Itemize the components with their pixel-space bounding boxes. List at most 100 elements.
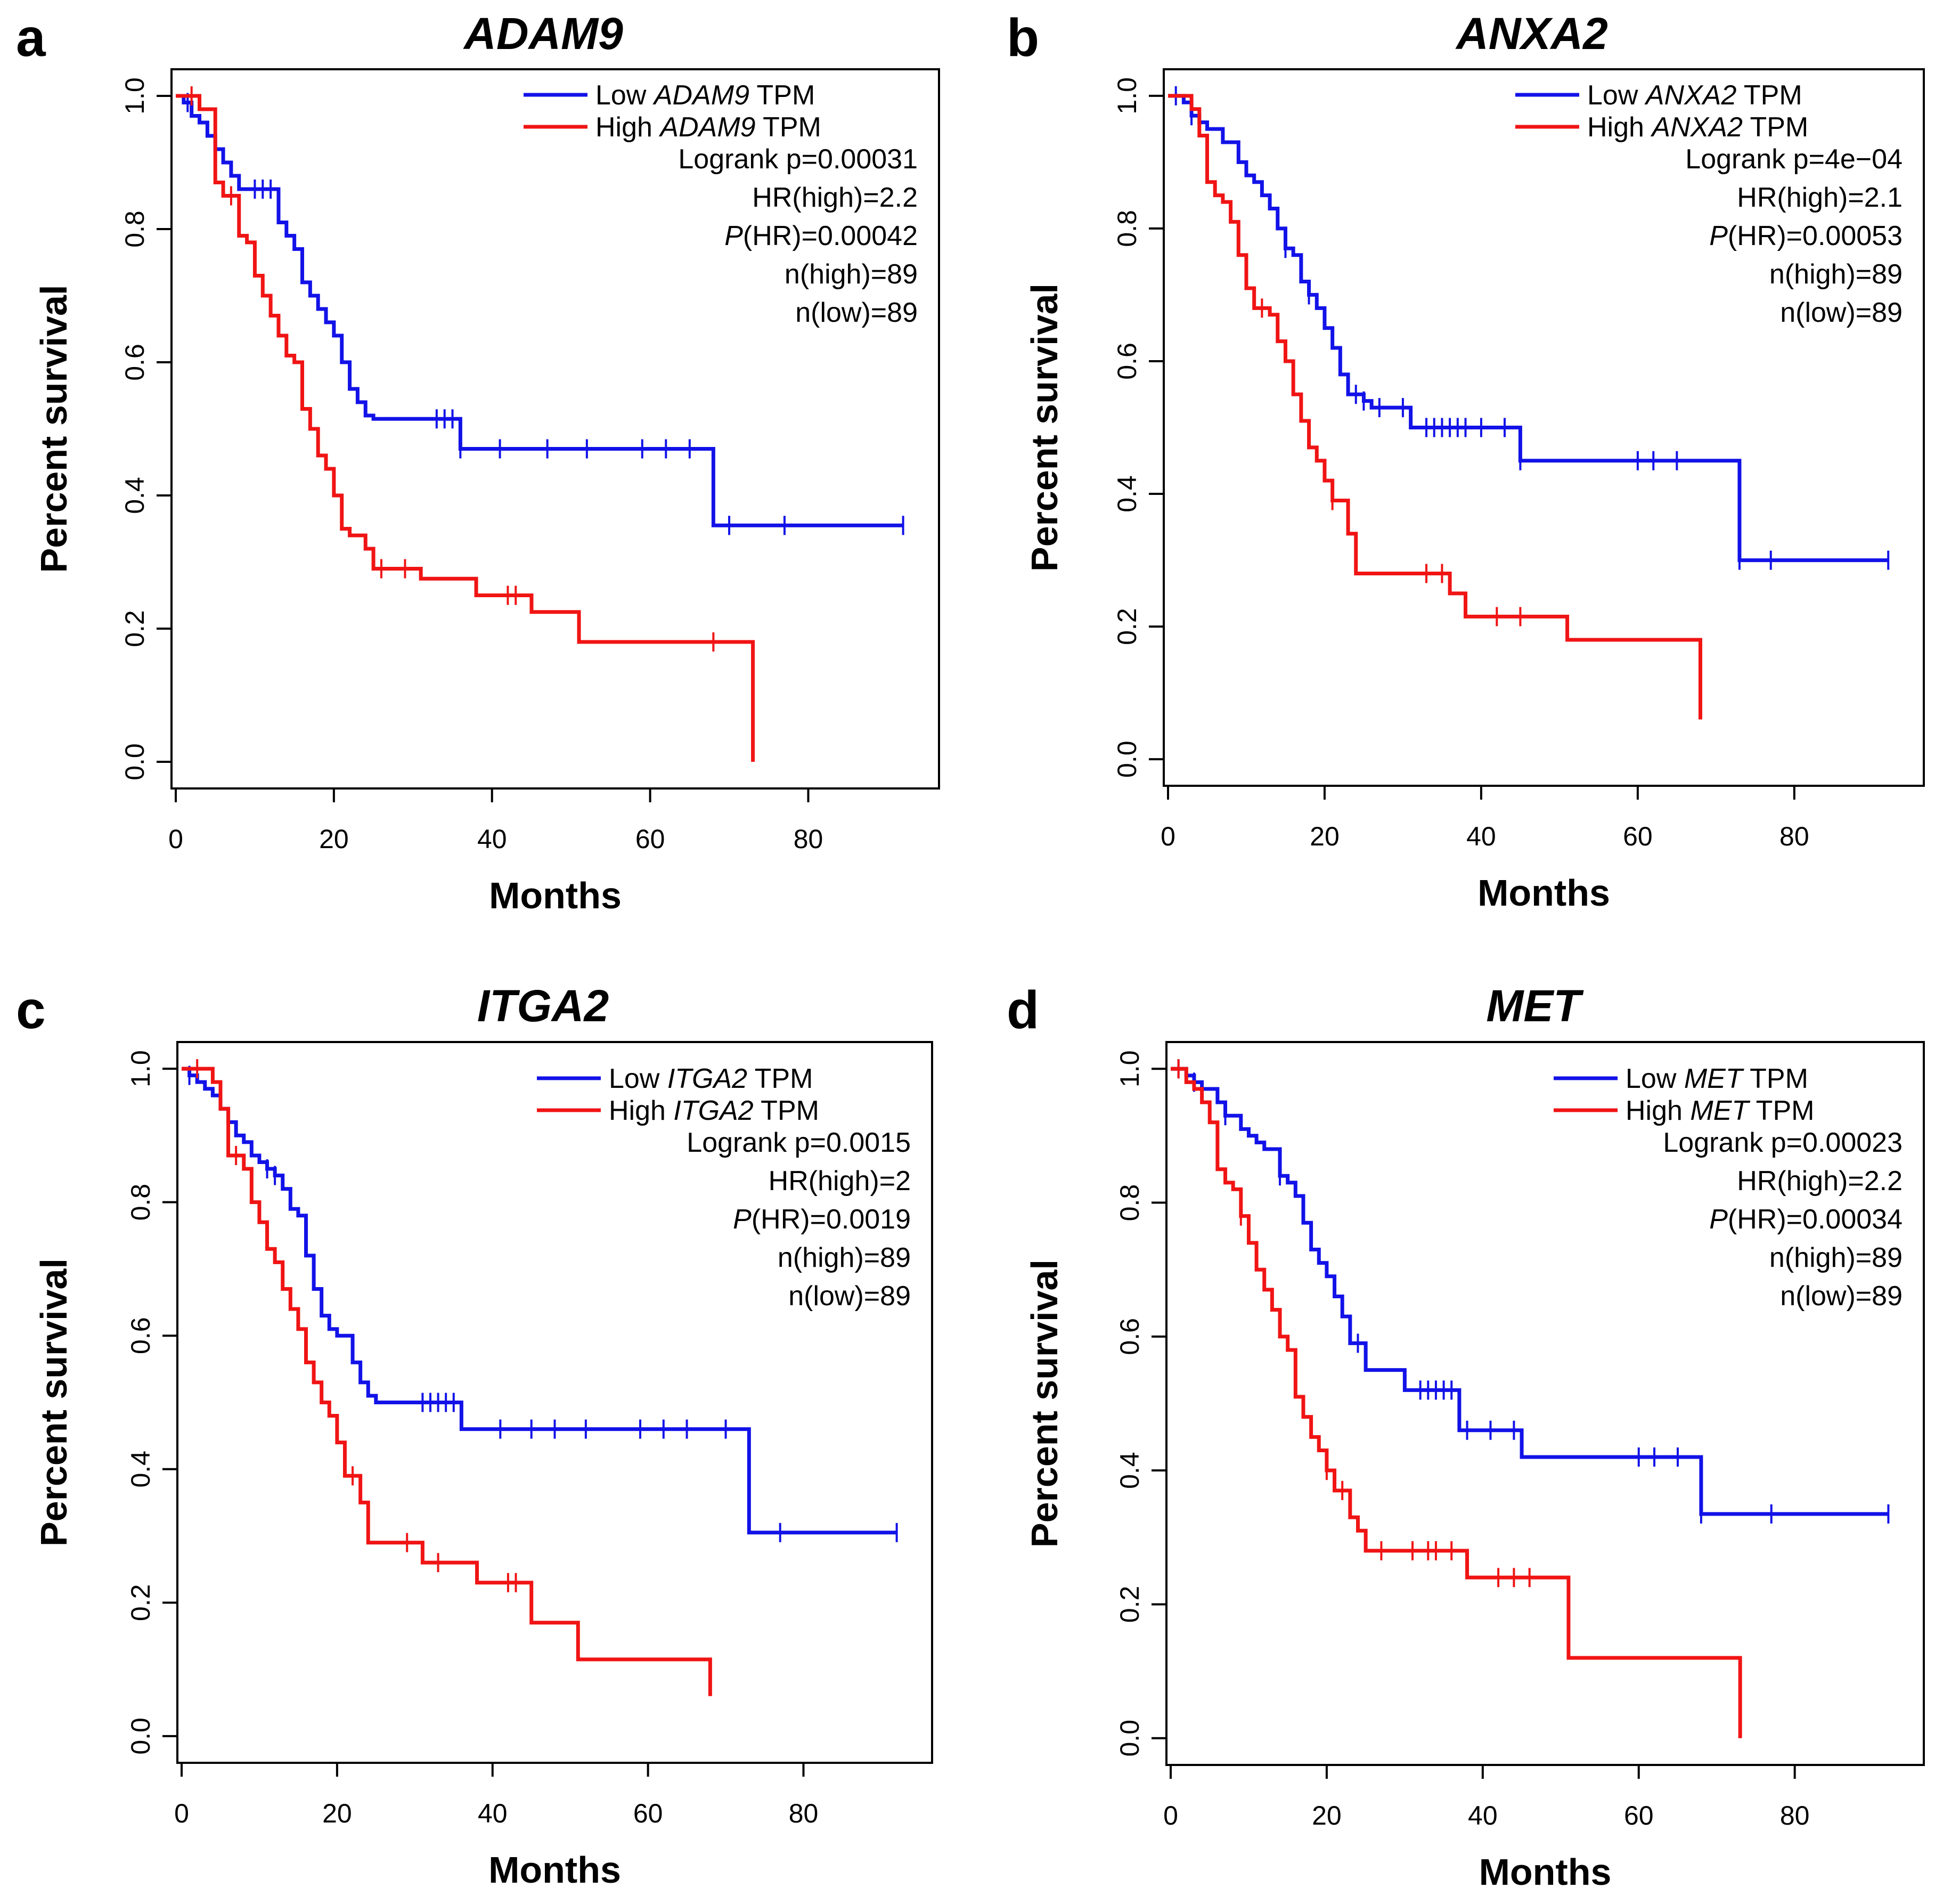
x-tick-label: 80 xyxy=(1779,821,1809,851)
legend-entry-high: High ITGA2 TPM xyxy=(609,1095,819,1126)
curve-high xyxy=(1171,1067,1742,1738)
y-tick-label: 0.6 xyxy=(120,344,150,381)
panel-letter: a xyxy=(16,8,46,68)
y-axis-label: Percent survival xyxy=(1024,283,1065,572)
panel-title: ITGA2 xyxy=(477,981,609,1031)
stat-hr: HR(high)=2 xyxy=(769,1166,911,1197)
panel-title: MET xyxy=(1486,981,1584,1031)
panel-a: a ADAM9 0.0 0.2 0.4 0.6 0.8 1.0 0 20 40 60 80 Months P… xyxy=(16,8,940,916)
legend-entry-high: High ANXA2 TPM xyxy=(1587,112,1808,143)
y-tick-label: 1.0 xyxy=(1115,1051,1145,1088)
curve-high xyxy=(182,1067,712,1696)
x-tick-label: 20 xyxy=(1310,821,1340,851)
y-tick-label: 0.0 xyxy=(1112,741,1142,778)
stat-n-low: n(low)=89 xyxy=(1780,1281,1903,1312)
y-tick-label: 1.0 xyxy=(1112,77,1142,115)
x-tick-label: 60 xyxy=(1623,821,1653,851)
panel-c: c ITGA2 0.0 0.2 0.4 0.6 0.8 1.0 0 20 40 60 80 Months P… xyxy=(16,980,933,1891)
x-axis-label: Months xyxy=(1477,872,1610,914)
stat-n-high: n(high)=89 xyxy=(1769,1242,1903,1273)
x-tick-label: 20 xyxy=(319,824,349,854)
x-tick-label: 60 xyxy=(633,1799,663,1828)
panel-b: b ANXA2 0.0 0.2 0.4 0.6 0.8 1.0 0 20 40 60 80 Months P… xyxy=(1007,8,1925,914)
y-tick-label: 0.4 xyxy=(120,477,150,514)
x-tick-label: 40 xyxy=(478,1799,508,1828)
stat-n-low: n(low)=89 xyxy=(795,297,918,328)
stat-hr: HR(high)=2.1 xyxy=(1737,182,1903,213)
y-tick-label: 0.2 xyxy=(126,1584,156,1622)
stat-p-hr: P(HR)=0.00034 xyxy=(1709,1204,1903,1235)
legend-entry-low: Low ANXA2 TPM xyxy=(1587,80,1802,111)
plot-frame xyxy=(170,68,940,790)
y-tick-label: 0.2 xyxy=(1115,1586,1145,1623)
y-tick-label: 0.0 xyxy=(120,743,150,780)
legend-entry-low: Low ITGA2 TPM xyxy=(609,1063,813,1094)
panel-letter: c xyxy=(16,980,46,1040)
y-tick-label: 0.2 xyxy=(120,610,150,647)
x-tick-label: 0 xyxy=(1161,821,1175,851)
plot-frame xyxy=(1163,68,1925,787)
y-axis-label: Percent survival xyxy=(33,1258,75,1547)
stat-logrank: Logrank p=0.00023 xyxy=(1663,1127,1903,1158)
y-tick-label: 0.8 xyxy=(1112,210,1142,247)
x-axis-label: Months xyxy=(489,875,622,916)
x-tick-label: 60 xyxy=(1624,1801,1654,1830)
stat-n-low: n(low)=89 xyxy=(788,1281,911,1312)
stat-logrank: Logrank p=0.00031 xyxy=(678,144,918,175)
x-tick-label: 20 xyxy=(322,1799,352,1828)
y-tick-label: 0.8 xyxy=(1115,1184,1145,1222)
y-tick-label: 0.4 xyxy=(126,1451,156,1488)
y-tick-label: 1.0 xyxy=(126,1050,156,1087)
x-tick-label: 40 xyxy=(1468,1801,1498,1830)
x-tick-label: 60 xyxy=(635,824,665,854)
plot-frame xyxy=(176,1041,933,1764)
y-tick-label: 0.8 xyxy=(126,1184,156,1221)
x-tick-label: 20 xyxy=(1312,1801,1342,1830)
y-axis-label: Percent survival xyxy=(33,285,75,573)
panel-title: ANXA2 xyxy=(1455,9,1608,59)
stat-n-high: n(high)=89 xyxy=(785,259,918,290)
stat-p-hr: P(HR)=0.00053 xyxy=(1709,221,1903,251)
stat-hr: HR(high)=2.2 xyxy=(752,182,918,213)
curve-high xyxy=(1168,94,1702,720)
stat-logrank: Logrank p=4e−04 xyxy=(1685,144,1903,175)
curve-low xyxy=(176,94,903,527)
stat-n-high: n(high)=89 xyxy=(1769,259,1903,290)
y-tick-label: 0.6 xyxy=(1115,1318,1145,1355)
x-tick-label: 40 xyxy=(1466,821,1496,851)
legend-entry-low: Low MET TPM xyxy=(1626,1063,1808,1094)
panel-letter: d xyxy=(1007,980,1039,1040)
x-tick-label: 0 xyxy=(168,824,183,854)
stat-p-hr: P(HR)=0.00042 xyxy=(724,221,918,251)
plot-frame xyxy=(1165,1041,1925,1766)
panel-d: d MET 0.0 0.2 0.4 0.6 0.8 1.0 0 20 40 60 80 Months Per… xyxy=(1007,980,1925,1893)
y-axis-label: Percent survival xyxy=(1024,1259,1065,1548)
curve-low xyxy=(1171,1067,1889,1516)
x-tick-label: 80 xyxy=(789,1799,819,1828)
panel-title: ADAM9 xyxy=(463,9,623,59)
y-tick-label: 1.0 xyxy=(120,77,150,115)
legend-entry-low: Low ADAM9 TPM xyxy=(595,80,815,111)
x-tick-label: 80 xyxy=(1780,1801,1810,1830)
stat-p-hr: P(HR)=0.0019 xyxy=(733,1204,911,1235)
x-tick-label: 40 xyxy=(477,824,507,854)
panel-letter: b xyxy=(1007,8,1039,68)
x-tick-label: 0 xyxy=(174,1799,189,1828)
y-tick-label: 0.6 xyxy=(126,1317,156,1354)
x-axis-label: Months xyxy=(1479,1851,1612,1893)
y-tick-label: 0.0 xyxy=(1115,1720,1145,1757)
y-tick-label: 0.8 xyxy=(120,210,150,248)
curve-high xyxy=(176,94,755,762)
curve-low xyxy=(1168,94,1889,563)
x-axis-label: Months xyxy=(488,1849,621,1891)
y-tick-label: 0.0 xyxy=(126,1718,156,1755)
y-tick-label: 0.4 xyxy=(1112,475,1142,512)
y-tick-label: 0.2 xyxy=(1112,608,1142,645)
stat-hr: HR(high)=2.2 xyxy=(1737,1166,1903,1197)
x-tick-label: 0 xyxy=(1163,1801,1178,1830)
y-tick-label: 0.6 xyxy=(1112,343,1142,380)
stat-n-low: n(low)=89 xyxy=(1780,297,1903,328)
x-tick-label: 80 xyxy=(794,824,823,854)
y-tick-label: 0.4 xyxy=(1115,1452,1145,1489)
